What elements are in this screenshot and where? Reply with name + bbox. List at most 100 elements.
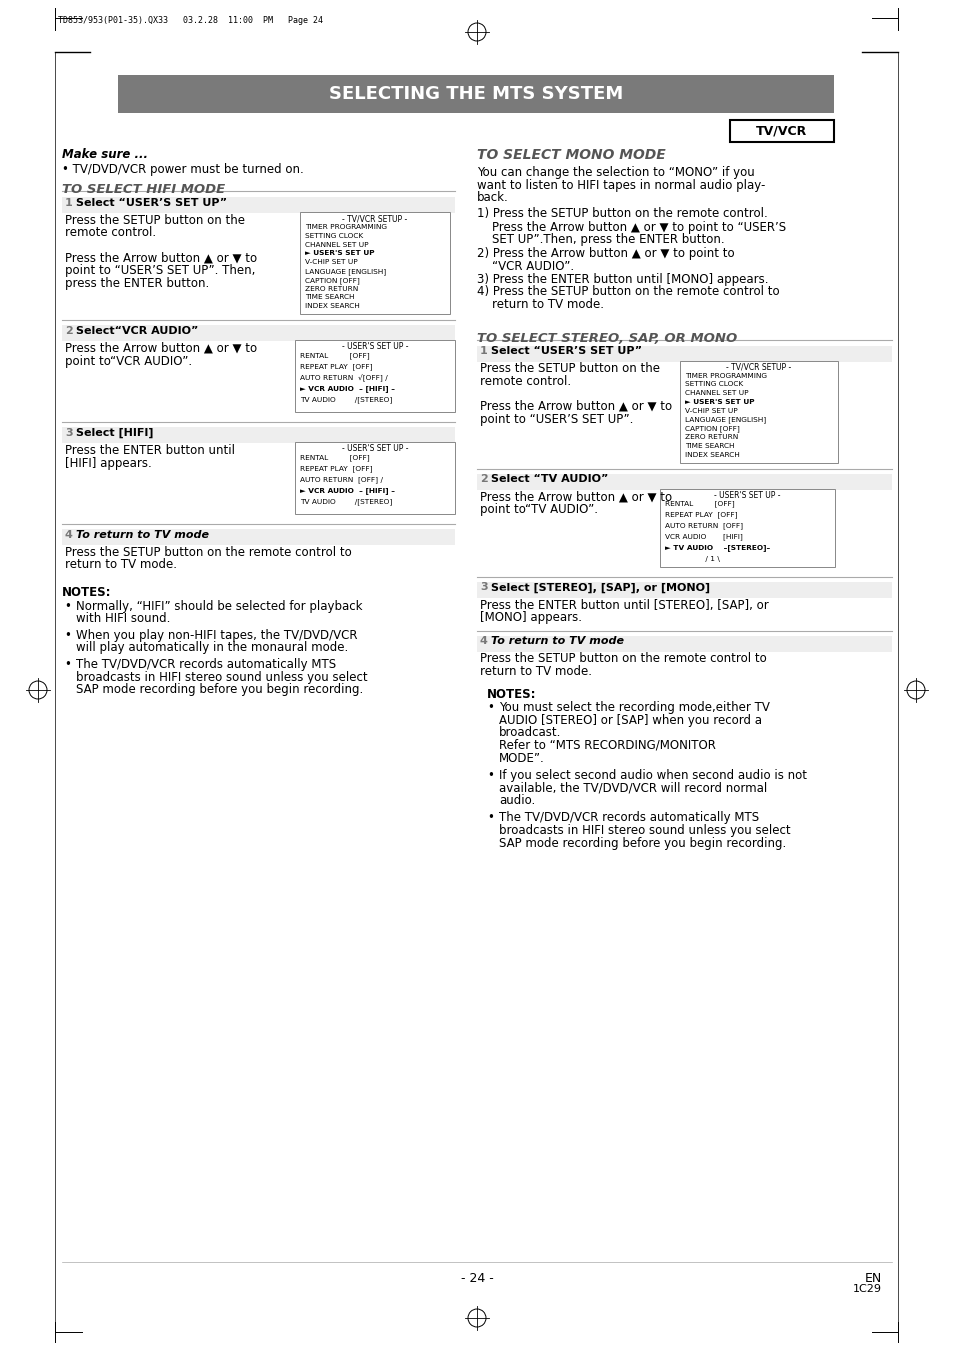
Text: VCR AUDIO       [HIFI]: VCR AUDIO [HIFI] — [664, 533, 742, 540]
Text: TV AUDIO        /[STEREO]: TV AUDIO /[STEREO] — [299, 397, 392, 403]
Text: You must select the recording mode,either TV: You must select the recording mode,eithe… — [498, 701, 769, 715]
Text: Press the Arrow button ▲ or ▼ to: Press the Arrow button ▲ or ▼ to — [479, 491, 672, 503]
Text: Select [HIFI]: Select [HIFI] — [76, 428, 153, 438]
Bar — [294, 442, 455, 514]
Text: 4) Press the SETUP button on the remote control to: 4) Press the SETUP button on the remote … — [476, 286, 779, 298]
Text: remote control.: remote control. — [65, 227, 156, 240]
Text: TIME SEARCH: TIME SEARCH — [684, 442, 734, 449]
Text: ► VCR AUDIO  – [HIFI] –: ► VCR AUDIO – [HIFI] – — [299, 384, 395, 393]
Text: MODE”.: MODE”. — [498, 751, 544, 765]
Text: SAP mode recording before you begin recording.: SAP mode recording before you begin reco… — [76, 683, 363, 696]
Text: TO SELECT HIFI MODE: TO SELECT HIFI MODE — [62, 183, 225, 196]
Text: AUTO RETURN  √[OFF] /: AUTO RETURN √[OFF] / — [299, 374, 387, 382]
Text: INDEX SEARCH: INDEX SEARCH — [305, 304, 359, 309]
Text: return to TV mode.: return to TV mode. — [65, 558, 177, 572]
Text: - 24 -: - 24 - — [460, 1272, 493, 1286]
Text: TD853/953(P01-35).QX33   03.2.28  11:00  PM   Page 24: TD853/953(P01-35).QX33 03.2.28 11:00 PM … — [58, 16, 323, 26]
Text: LANGUAGE [ENGLISH]: LANGUAGE [ENGLISH] — [684, 417, 765, 424]
Text: press the ENTER button.: press the ENTER button. — [65, 277, 209, 290]
Text: To return to TV mode: To return to TV mode — [76, 530, 209, 540]
Text: “VCR AUDIO”.: “VCR AUDIO”. — [476, 259, 574, 272]
Text: ZERO RETURN: ZERO RETURN — [305, 286, 358, 291]
Text: [MONO] appears.: [MONO] appears. — [479, 611, 581, 625]
Bar — [476, 473, 891, 490]
Text: •: • — [486, 812, 494, 824]
Text: When you play non-HIFI tapes, the TV/DVD/VCR: When you play non-HIFI tapes, the TV/DVD… — [76, 629, 357, 642]
Text: broadcasts in HIFI stereo sound unless you select: broadcasts in HIFI stereo sound unless y… — [76, 670, 367, 684]
Text: - USER'S SET UP -: - USER'S SET UP - — [714, 491, 780, 499]
Text: SETTING CLOCK: SETTING CLOCK — [305, 233, 363, 239]
Bar — [118, 76, 833, 113]
Text: Press the SETUP button on the remote control to: Press the SETUP button on the remote con… — [65, 546, 352, 558]
Text: SET UP”.Then, press the ENTER button.: SET UP”.Then, press the ENTER button. — [476, 233, 724, 247]
Text: 2: 2 — [479, 475, 487, 484]
Bar — [62, 428, 455, 442]
Bar — [659, 488, 834, 567]
Text: 1: 1 — [479, 347, 487, 356]
Text: will play automatically in the monaural mode.: will play automatically in the monaural … — [76, 642, 348, 654]
Text: To return to TV mode: To return to TV mode — [491, 637, 623, 646]
Text: 3: 3 — [479, 583, 487, 592]
Text: TV/VCR: TV/VCR — [756, 124, 807, 138]
Text: •: • — [64, 600, 71, 612]
Text: AUDIO [STEREO] or [SAP] when you record a: AUDIO [STEREO] or [SAP] when you record … — [498, 714, 761, 727]
Text: 1: 1 — [65, 198, 72, 208]
Text: remote control.: remote control. — [479, 375, 571, 389]
Text: 1C29: 1C29 — [852, 1284, 882, 1294]
Text: TIME SEARCH: TIME SEARCH — [305, 294, 355, 301]
Text: CHANNEL SET UP: CHANNEL SET UP — [684, 390, 748, 397]
Text: The TV/DVD/VCR records automatically MTS: The TV/DVD/VCR records automatically MTS — [76, 658, 335, 670]
Text: 3: 3 — [65, 428, 72, 438]
Text: •: • — [486, 769, 494, 782]
Text: The TV/DVD/VCR records automatically MTS: The TV/DVD/VCR records automatically MTS — [498, 812, 759, 824]
Bar — [476, 345, 891, 362]
Text: ► TV AUDIO    –[STEREO]–: ► TV AUDIO –[STEREO]– — [664, 545, 769, 552]
Text: - USER'S SET UP -: - USER'S SET UP - — [341, 444, 408, 453]
Text: Press the Arrow button ▲ or ▼ to point to “USER’S: Press the Arrow button ▲ or ▼ to point t… — [476, 220, 785, 233]
Bar — [476, 635, 891, 652]
Text: Select [STEREO], [SAP], or [MONO]: Select [STEREO], [SAP], or [MONO] — [491, 583, 709, 592]
Text: point to“TV AUDIO”.: point to“TV AUDIO”. — [479, 503, 598, 517]
Text: NOTES:: NOTES: — [62, 585, 112, 599]
Bar — [294, 340, 455, 411]
Text: NOTES:: NOTES: — [486, 688, 536, 700]
Text: REPEAT PLAY  [OFF]: REPEAT PLAY [OFF] — [299, 465, 373, 472]
Text: - TV/VCR SETUP -: - TV/VCR SETUP - — [725, 363, 791, 371]
Text: AUTO RETURN  [OFF]: AUTO RETURN [OFF] — [664, 522, 742, 529]
Bar — [62, 529, 455, 545]
Text: broadcast.: broadcast. — [498, 727, 560, 739]
Text: INDEX SEARCH: INDEX SEARCH — [684, 452, 739, 457]
Text: You can change the selection to “MONO” if you: You can change the selection to “MONO” i… — [476, 166, 754, 179]
Text: V-CHIP SET UP: V-CHIP SET UP — [684, 407, 737, 414]
Text: RENTAL         [OFF]: RENTAL [OFF] — [664, 500, 734, 507]
Text: Press the SETUP button on the: Press the SETUP button on the — [65, 214, 245, 227]
Text: EN: EN — [863, 1272, 882, 1286]
Text: ► USER'S SET UP: ► USER'S SET UP — [684, 399, 754, 405]
Text: •: • — [64, 658, 71, 670]
Text: Select“VCR AUDIO”: Select“VCR AUDIO” — [76, 326, 198, 336]
Text: Press the Arrow button ▲ or ▼ to: Press the Arrow button ▲ or ▼ to — [479, 401, 672, 413]
Text: return to TV mode.: return to TV mode. — [476, 298, 603, 312]
Text: Select “TV AUDIO”: Select “TV AUDIO” — [491, 475, 608, 484]
Text: [HIFI] appears.: [HIFI] appears. — [65, 456, 152, 469]
Text: LANGUAGE [ENGLISH]: LANGUAGE [ENGLISH] — [305, 268, 386, 275]
Text: want to listen to HIFI tapes in normal audio play-: want to listen to HIFI tapes in normal a… — [476, 178, 764, 192]
Text: broadcasts in HIFI stereo sound unless you select: broadcasts in HIFI stereo sound unless y… — [498, 824, 790, 836]
Text: CAPTION [OFF]: CAPTION [OFF] — [684, 425, 740, 432]
Text: Press the ENTER button until [STEREO], [SAP], or: Press the ENTER button until [STEREO], [… — [479, 599, 768, 611]
Text: point to “USER’S SET UP”.: point to “USER’S SET UP”. — [479, 413, 633, 425]
Text: point to “USER’S SET UP”. Then,: point to “USER’S SET UP”. Then, — [65, 264, 255, 277]
Text: •: • — [64, 629, 71, 642]
Bar — [729, 120, 833, 142]
Text: Make sure ...: Make sure ... — [62, 148, 148, 161]
Text: Press the SETUP button on the remote control to: Press the SETUP button on the remote con… — [479, 653, 766, 665]
Text: If you select second audio when second audio is not: If you select second audio when second a… — [498, 769, 806, 782]
Text: 4: 4 — [65, 530, 72, 540]
Text: 4: 4 — [479, 637, 487, 646]
Text: • TV/DVD/VCR power must be turned on.: • TV/DVD/VCR power must be turned on. — [62, 163, 303, 175]
Text: Normally, “HIFI” should be selected for playback: Normally, “HIFI” should be selected for … — [76, 600, 362, 612]
Text: Press the Arrow button ▲ or ▼ to: Press the Arrow button ▲ or ▼ to — [65, 251, 257, 264]
Text: SETTING CLOCK: SETTING CLOCK — [684, 382, 742, 387]
Text: SAP mode recording before you begin recording.: SAP mode recording before you begin reco… — [498, 836, 785, 850]
Text: RENTAL         [OFF]: RENTAL [OFF] — [299, 352, 370, 359]
